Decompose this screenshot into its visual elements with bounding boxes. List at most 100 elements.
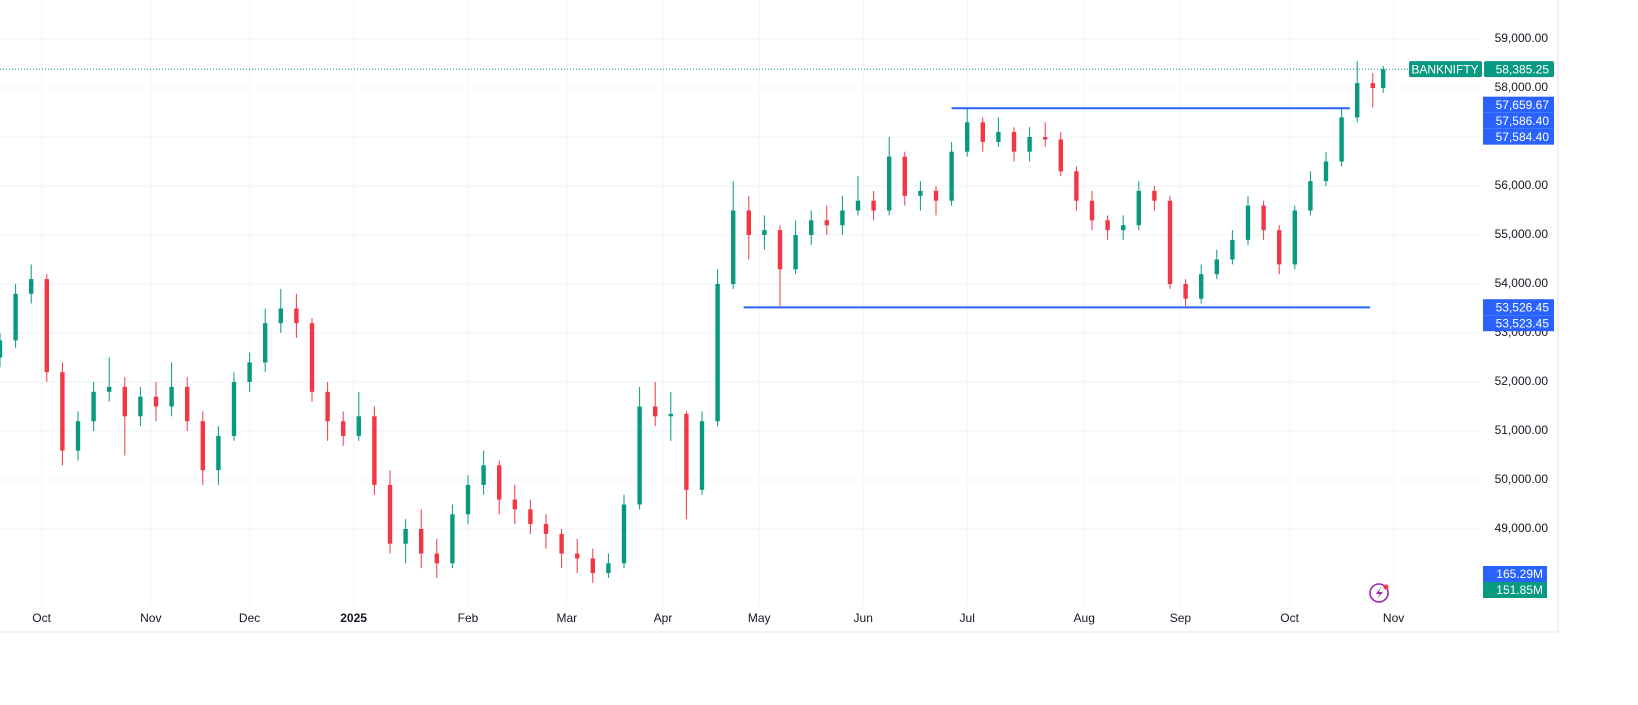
candle-body (1058, 139, 1063, 172)
candle-body (731, 210, 736, 285)
candle-body (263, 323, 268, 363)
y-tick-label: 51,000.00 (1495, 423, 1549, 437)
candle-body (1183, 284, 1188, 299)
candle-body (1277, 230, 1282, 265)
x-tick-label: Sep (1170, 611, 1192, 625)
candle-body (372, 416, 377, 485)
candle-body (684, 413, 689, 490)
candle-body (1355, 83, 1360, 118)
grid-layer: 49,000.0050,000.0051,000.0052,000.0053,0… (0, 0, 1548, 625)
candle-body (434, 553, 439, 564)
candle-body (1167, 200, 1173, 285)
candle-body (481, 465, 486, 485)
y-tick-label: 52,000.00 (1495, 374, 1549, 388)
candle-body (497, 465, 502, 500)
y-tick-label: 49,000.00 (1495, 521, 1549, 535)
candle-body (777, 230, 783, 270)
candle-body (1199, 274, 1204, 299)
candle-body (122, 386, 127, 417)
price-label: 57,586.40 (1496, 114, 1550, 128)
price-label-badge (1483, 128, 1554, 145)
x-tick-label: Oct (32, 611, 51, 625)
candle-body (1308, 181, 1313, 211)
candle-body (185, 386, 190, 422)
candle-body (91, 391, 96, 422)
price-label-badge (1483, 112, 1554, 129)
price-label: 53,526.45 (1496, 300, 1550, 314)
candle-body (918, 190, 923, 196)
y-tick-label: 55,000.00 (1495, 227, 1549, 241)
candle-body (887, 156, 892, 211)
x-tick-label: Oct (1280, 611, 1299, 625)
candle-body (949, 151, 954, 201)
candle-body (138, 396, 143, 417)
y-tick-label: 56,000.00 (1495, 178, 1549, 192)
price-label-badge (1483, 299, 1554, 316)
candle-body (1370, 83, 1375, 89)
volume-label: 151.85M (1496, 583, 1543, 597)
candle-body (1339, 117, 1344, 162)
candle-body (216, 435, 221, 471)
candle-body (606, 563, 611, 574)
candle-body (1292, 210, 1297, 265)
candle-body (528, 509, 533, 525)
candle-body (1152, 190, 1157, 201)
alert-icon[interactable] (1369, 583, 1389, 603)
labels-layer: BANKNIFTY 58,385.25 57,659.67 57,586.40 57,5… (1409, 61, 1554, 598)
symbol-badge (1409, 61, 1482, 78)
candle-body (746, 210, 751, 236)
candle-body (871, 200, 876, 211)
candle-body (1027, 137, 1032, 152)
candle-body (840, 210, 845, 226)
candle-body (965, 122, 970, 152)
candle-body (1323, 161, 1329, 182)
candle-body (793, 235, 798, 270)
volume-label: 165.29M (1496, 567, 1543, 581)
candle-body (107, 386, 112, 392)
x-tick-label: Jul (960, 611, 975, 625)
candle-body (403, 529, 408, 544)
candle-body (1245, 205, 1251, 240)
candle-body (153, 396, 159, 407)
candle-body (247, 362, 252, 383)
candle-body (980, 122, 985, 142)
candle-body (294, 308, 299, 324)
x-tick-label: Apr (654, 611, 673, 625)
candle-body (169, 386, 174, 407)
candle-body (465, 484, 471, 515)
candle-body (1214, 259, 1219, 275)
candle-body (44, 279, 49, 373)
price-label: 53,523.45 (1496, 316, 1550, 330)
last-price-badge (1484, 61, 1554, 78)
candle-body (1230, 239, 1235, 260)
candle-body (590, 558, 595, 574)
y-tick-label: 50,000.00 (1495, 472, 1549, 486)
candle-body (996, 132, 1001, 142)
candle-body (715, 284, 720, 422)
x-tick-label: Nov (1383, 611, 1404, 625)
x-tick-label: Feb (458, 611, 479, 625)
candle-body (60, 372, 65, 451)
candle-body (309, 323, 315, 392)
candle-body (824, 220, 829, 226)
candle-body (0, 340, 3, 358)
x-tick-label: Nov (140, 611, 161, 625)
candle-body (668, 413, 673, 417)
price-label: 57,659.67 (1496, 98, 1550, 112)
candle-body (559, 533, 564, 554)
candle-body (933, 190, 939, 201)
candle-body (1121, 225, 1126, 231)
last-price-label: 58,385.25 (1496, 62, 1550, 76)
candle-body (699, 421, 705, 490)
candle-body (1136, 190, 1141, 226)
candle-body (621, 504, 627, 564)
volume-label-badge (1483, 566, 1547, 582)
candle-body (512, 499, 517, 510)
candle-body (1043, 137, 1048, 140)
price-label-badge (1483, 315, 1554, 332)
candle-body (200, 421, 205, 471)
x-tick-label: 2025 (340, 611, 367, 625)
candle-body (653, 406, 658, 417)
candle-body (809, 220, 814, 236)
